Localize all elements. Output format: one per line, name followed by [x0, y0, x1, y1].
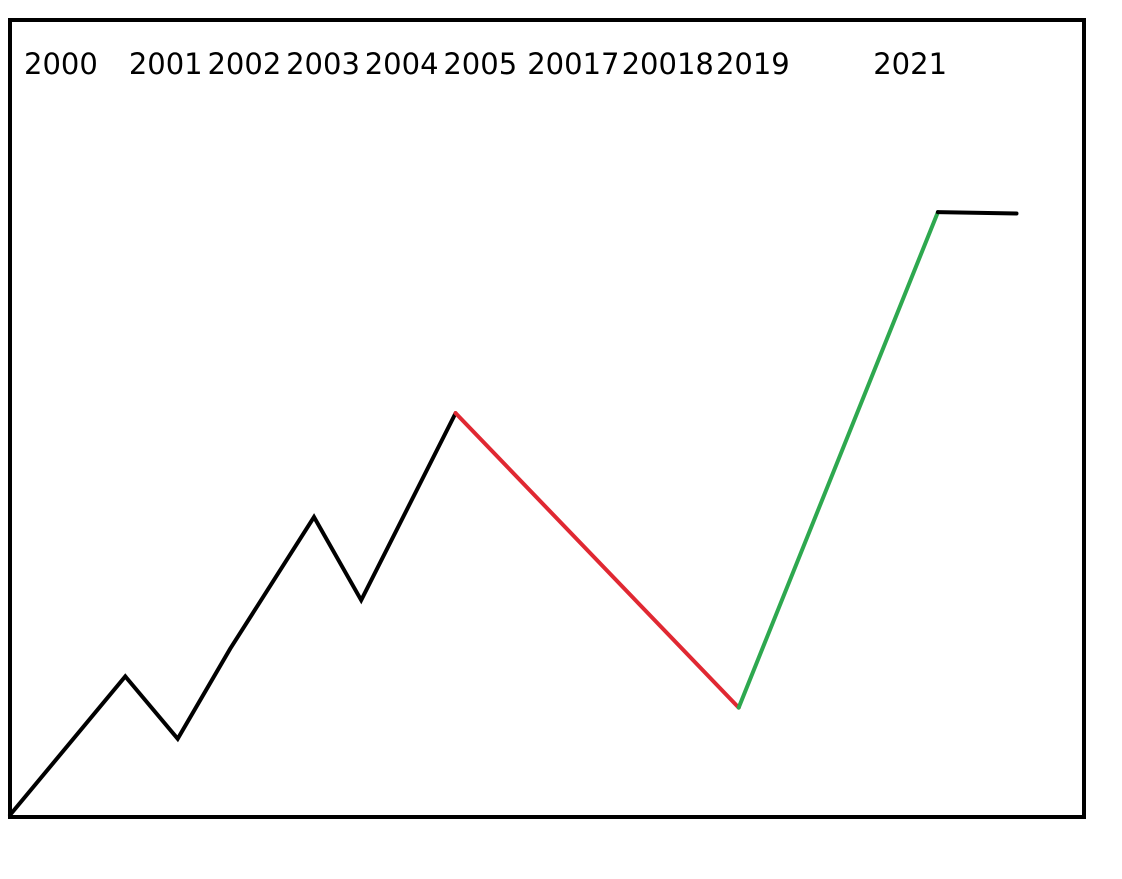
- year-label: 2004: [365, 47, 439, 81]
- line-segment-1: [8, 411, 458, 817]
- year-label: 20017: [527, 47, 619, 81]
- year-label: 2001: [129, 47, 203, 81]
- plot-frame: [8, 18, 1086, 819]
- line-segment-3: [736, 210, 940, 710]
- year-label: 2000: [24, 47, 98, 81]
- year-label: 20018: [622, 47, 714, 81]
- year-label: 2003: [286, 47, 360, 81]
- year-label: 2021: [873, 47, 947, 81]
- line-segment-4: [935, 210, 1019, 216]
- line-segment-2: [453, 411, 741, 710]
- year-label: 2005: [443, 47, 517, 81]
- year-label: 2002: [207, 47, 281, 81]
- year-tick-labels: 2000 2001 2002 2003 2004 2005 20017 20018 2019 20…: [24, 47, 947, 81]
- data-series: [8, 210, 1019, 817]
- year-label: 2019: [716, 47, 790, 81]
